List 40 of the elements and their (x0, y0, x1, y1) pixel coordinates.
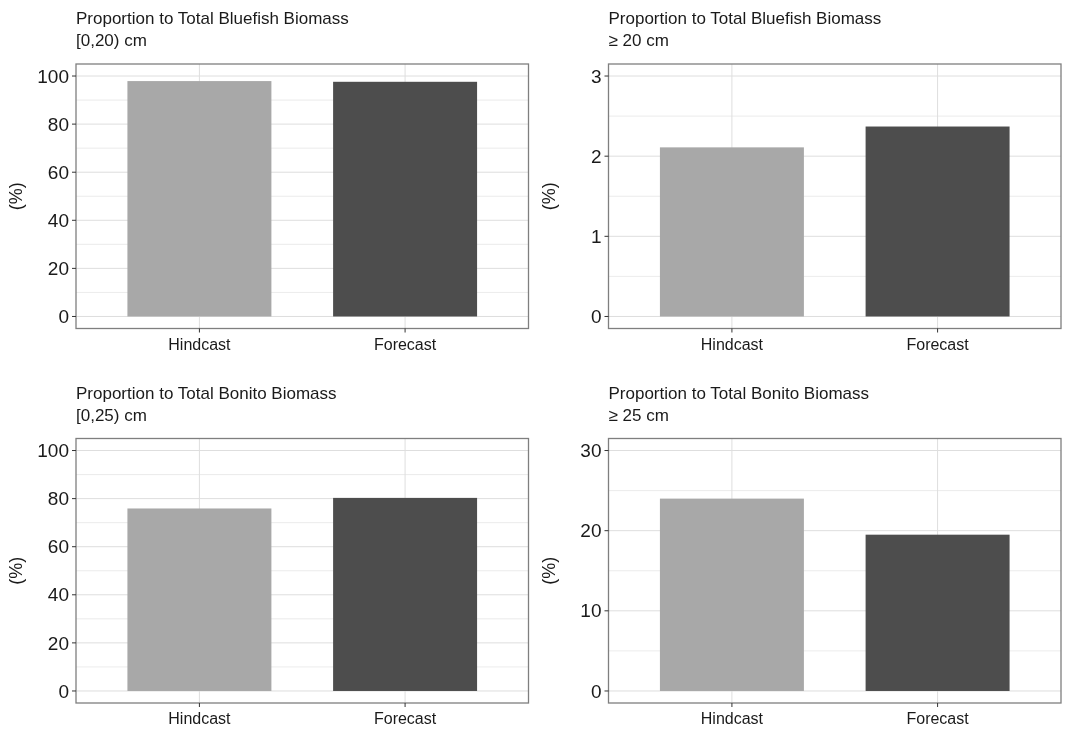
y-axis-title: (%) (6, 556, 26, 585)
y-tick-label: 3 (590, 65, 602, 87)
y-tick-label: 2 (590, 145, 602, 167)
x-tick-label: Forecast (373, 335, 437, 353)
x-tick-label: Hindcast (700, 335, 764, 353)
chart-subtitle: [0,25) cm (76, 405, 147, 425)
chart-subtitle: [0,20) cm (76, 31, 147, 50)
y-tick-label: 60 (47, 536, 69, 558)
y-tick-label: 80 (47, 113, 69, 135)
y-tick-label: 0 (58, 306, 69, 328)
x-tick-label: Forecast (906, 335, 970, 353)
y-axis-title: (%) (538, 182, 559, 211)
y-tick-label: 30 (580, 440, 602, 462)
y-tick-label: 100 (37, 65, 69, 87)
x-tick-label: Forecast (373, 710, 437, 727)
y-tick-label: 0 (590, 306, 602, 328)
y-axis-title: (%) (6, 182, 26, 211)
chart-title: Proportion to Total Bonito Biomass (608, 383, 869, 403)
x-tick-label: Hindcast (168, 335, 232, 353)
chart-title: Proportion to Total Bonito Biomass (76, 383, 337, 403)
y-tick-label: 0 (58, 680, 69, 702)
y-tick-label: 20 (47, 632, 69, 654)
y-tick-label: 80 (47, 488, 69, 510)
y-axis-title: (%) (538, 556, 559, 585)
y-tick-label: 10 (580, 600, 602, 622)
y-tick-label: 1 (590, 225, 602, 247)
y-tick-label: 20 (580, 520, 602, 542)
y-tick-label: 100 (37, 440, 69, 462)
chart-title: Proportion to Total Bluefish Biomass (76, 9, 349, 28)
x-tick-label: Hindcast (700, 710, 764, 727)
x-tick-label: Forecast (906, 710, 970, 727)
chart-subtitle: ≥ 25 cm (608, 405, 669, 425)
y-tick-label: 40 (47, 209, 69, 231)
y-tick-label: 60 (47, 161, 69, 183)
y-tick-label: 20 (47, 258, 69, 280)
chart-subtitle: ≥ 20 cm (608, 31, 669, 50)
y-tick-label: 40 (47, 584, 69, 606)
y-tick-label: 0 (590, 680, 602, 702)
x-tick-label: Hindcast (168, 710, 232, 727)
chart-title: Proportion to Total Bluefish Biomass (608, 9, 882, 28)
